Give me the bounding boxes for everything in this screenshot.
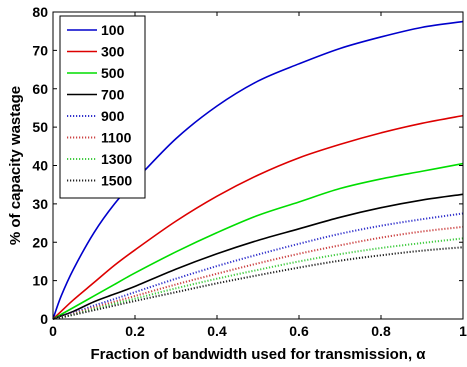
- y-tick-label: 50: [32, 119, 48, 135]
- x-tick-label: 0.6: [289, 323, 309, 339]
- y-tick-label: 40: [32, 158, 48, 174]
- y-axis-label: % of capacity wastage: [7, 86, 24, 245]
- legend: 100 300 500 700 900 1100 1300 1500: [59, 15, 146, 199]
- series-line-900: [52, 212, 464, 320]
- y-tick-label: 30: [32, 196, 48, 212]
- x-tick-label: 0.2: [125, 323, 145, 339]
- y-tick-label: 0: [40, 311, 48, 327]
- series-line-700: [52, 193, 464, 320]
- legend-label-1500: 1500: [101, 173, 132, 189]
- x-tick-label: 0: [49, 323, 57, 339]
- legend-label-900: 900: [101, 108, 125, 124]
- y-tick-label: 80: [32, 4, 48, 20]
- series-line-500: [52, 162, 464, 320]
- legend-label-500: 500: [101, 65, 125, 81]
- y-tick-label: 70: [32, 42, 48, 58]
- legend-label-1100: 1100: [101, 130, 132, 146]
- x-tick-label: 0.8: [371, 323, 391, 339]
- legend-label-700: 700: [101, 87, 125, 103]
- y-tick-label: 60: [32, 81, 48, 97]
- series-line-100: [52, 20, 464, 320]
- y-tick-label: 20: [32, 234, 48, 250]
- legend-box: [59, 15, 146, 199]
- plot-lines: [52, 20, 464, 320]
- series-line-1500: [52, 246, 464, 320]
- x-axis-label: Fraction of bandwidth used for transmiss…: [90, 346, 426, 363]
- legend-label-100: 100: [101, 22, 125, 38]
- legend-label-1300: 1300: [101, 151, 132, 167]
- y-tick-label: 10: [32, 273, 48, 289]
- series-line-300: [52, 114, 464, 320]
- series-line-1300: [52, 237, 464, 320]
- x-tick-label: 0.4: [207, 323, 227, 339]
- x-tick-label: 1: [459, 323, 467, 339]
- legend-label-300: 300: [101, 44, 125, 60]
